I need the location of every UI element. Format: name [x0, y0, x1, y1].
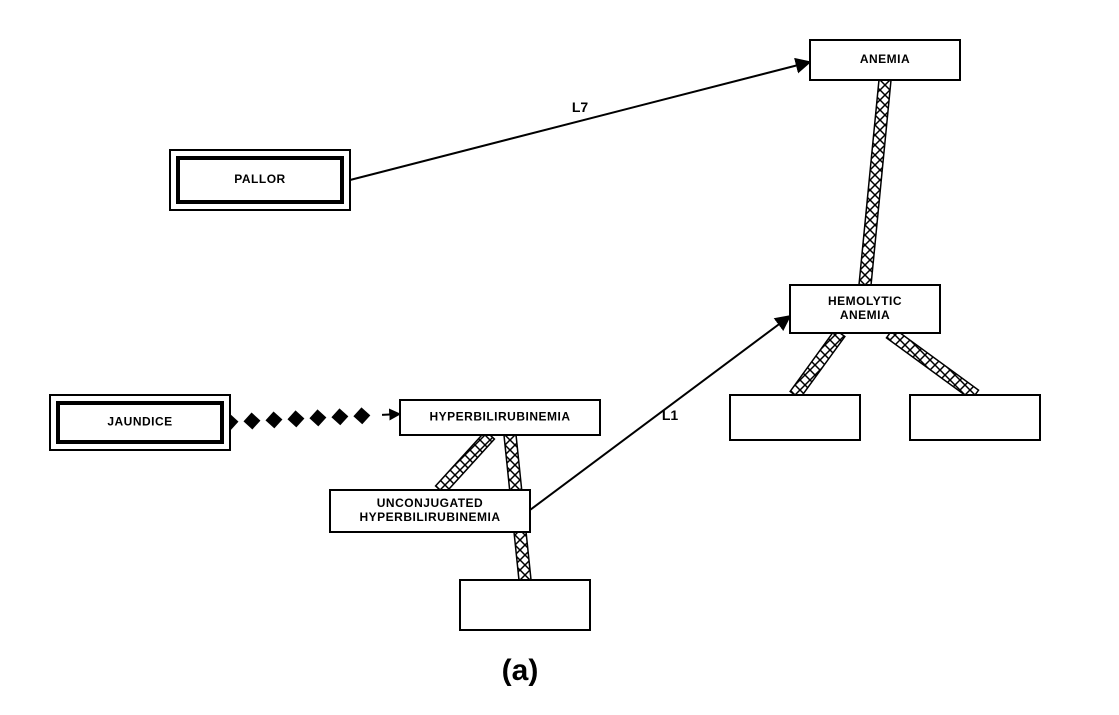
node-hemo_c2 [910, 395, 1040, 440]
node-label-unconj: HYPERBILIRUBINEMIA [359, 510, 500, 524]
edge-pallor-anemia [350, 62, 810, 180]
edge-label-pallor-anemia: L7 [572, 99, 589, 115]
edge-jaundice-hyperbili [222, 407, 400, 430]
edge-label-unconj-hemo: L1 [662, 407, 679, 423]
edge-hemo-hemo_c2 [886, 328, 978, 400]
node-hemo: HEMOLYTICANEMIA [790, 285, 940, 333]
edge-anemia-hemo [859, 79, 891, 285]
node-pallor: PALLOR [170, 150, 350, 210]
node-label-hemo: ANEMIA [840, 308, 890, 322]
node-hb_c2 [460, 580, 590, 630]
node-label-jaundice: JAUNDICE [107, 415, 172, 429]
node-hemo_c1 [730, 395, 860, 440]
figure-caption: (a) [502, 654, 539, 687]
node-label-hemo: HEMOLYTIC [828, 294, 902, 308]
node-anemia: ANEMIA [810, 40, 960, 80]
node-label-anemia: ANEMIA [860, 52, 910, 66]
node-hyperbili: HYPERBILIRUBINEMIA [400, 400, 600, 435]
node-label-unconj: UNCONJUGATED [377, 496, 483, 510]
node-jaundice: JAUNDICE [50, 395, 230, 450]
edge-hyperbili-unconj [436, 431, 495, 494]
node-unconj: UNCONJUGATEDHYPERBILIRUBINEMIA [330, 490, 530, 532]
edge-hemo-hemo_c1 [790, 329, 845, 398]
node-label-hyperbili: HYPERBILIRUBINEMIA [429, 410, 570, 424]
node-label-pallor: PALLOR [234, 172, 285, 186]
